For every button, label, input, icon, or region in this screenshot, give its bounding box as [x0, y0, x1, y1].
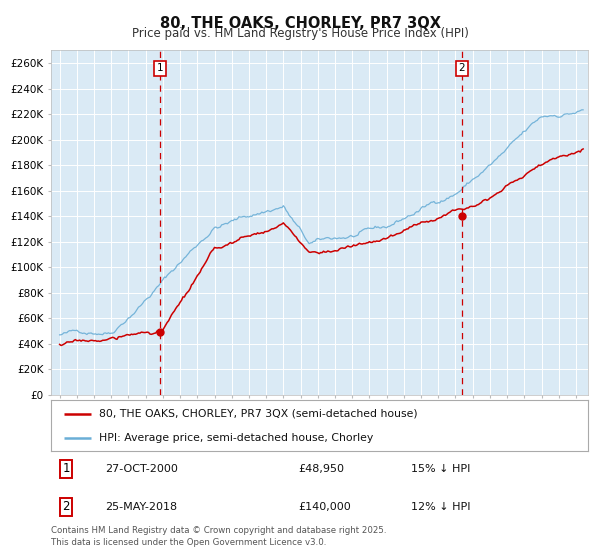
Text: 80, THE OAKS, CHORLEY, PR7 3QX (semi-detached house): 80, THE OAKS, CHORLEY, PR7 3QX (semi-det…	[100, 408, 418, 418]
Text: 2: 2	[458, 63, 466, 73]
Text: Price paid vs. HM Land Registry's House Price Index (HPI): Price paid vs. HM Land Registry's House …	[131, 27, 469, 40]
Text: 12% ↓ HPI: 12% ↓ HPI	[411, 502, 470, 512]
Text: Contains HM Land Registry data © Crown copyright and database right 2025.
This d: Contains HM Land Registry data © Crown c…	[51, 526, 386, 547]
Text: HPI: Average price, semi-detached house, Chorley: HPI: Average price, semi-detached house,…	[100, 433, 374, 443]
Text: 15% ↓ HPI: 15% ↓ HPI	[411, 464, 470, 474]
Text: £140,000: £140,000	[298, 502, 351, 512]
Text: 80, THE OAKS, CHORLEY, PR7 3QX: 80, THE OAKS, CHORLEY, PR7 3QX	[160, 16, 440, 31]
Text: 1: 1	[62, 463, 70, 475]
Text: 1: 1	[157, 63, 163, 73]
Text: £48,950: £48,950	[298, 464, 344, 474]
Text: 2: 2	[62, 500, 70, 514]
Text: 25-MAY-2018: 25-MAY-2018	[105, 502, 177, 512]
Text: 27-OCT-2000: 27-OCT-2000	[105, 464, 178, 474]
